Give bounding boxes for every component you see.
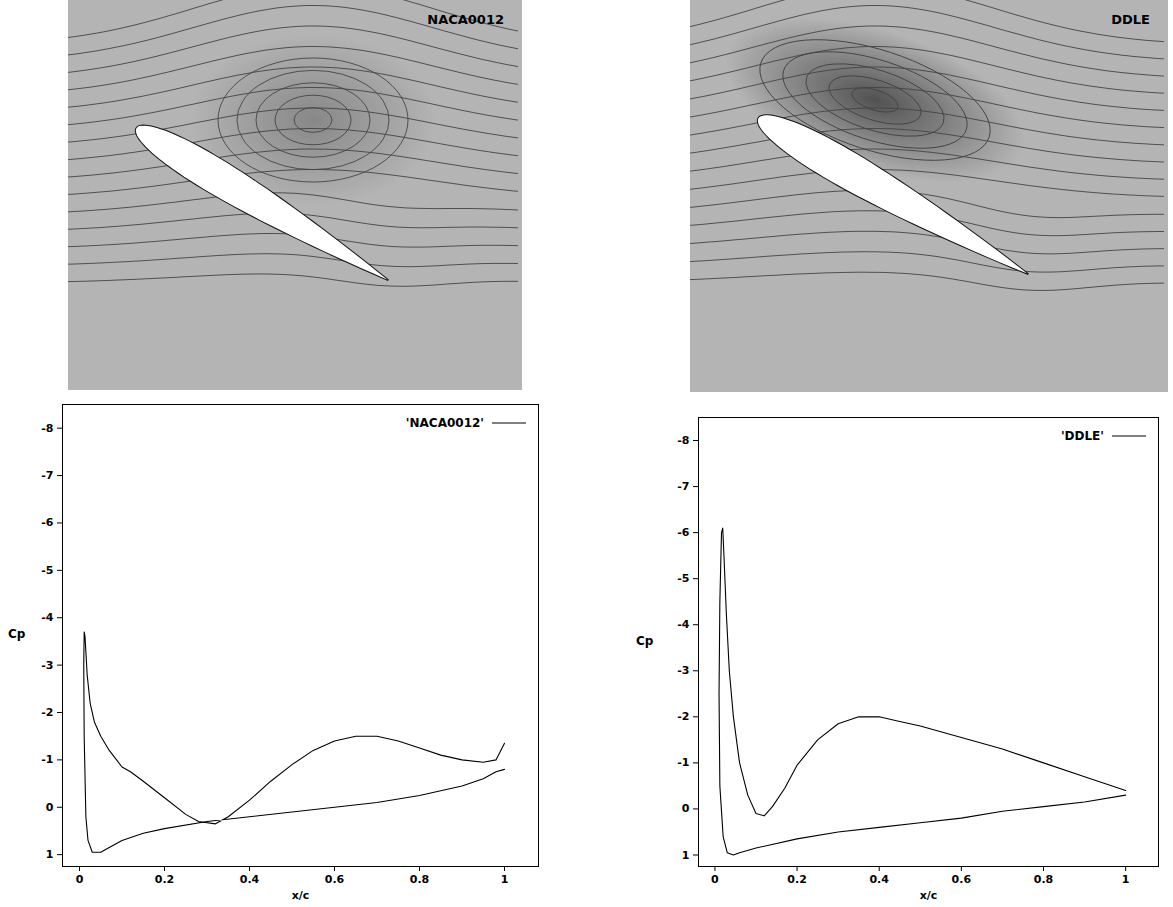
svg-text:-5: -5 [677,572,689,585]
svg-text:-6: -6 [41,516,54,529]
svg-text:-2: -2 [677,710,689,723]
svg-text:-4: -4 [41,611,54,624]
svg-text:-2: -2 [41,706,53,719]
svg-text:-7: -7 [677,480,689,493]
svg-text:0: 0 [46,801,54,814]
svg-text:0.4: 0.4 [869,873,889,886]
svg-text:-8: -8 [41,422,53,435]
svg-text:0.4: 0.4 [240,873,260,886]
svg-text:0.6: 0.6 [952,873,972,886]
svg-text:-3: -3 [677,664,689,677]
svg-text:NACA0012: NACA0012 [427,12,504,27]
svg-text:0.2: 0.2 [155,873,175,886]
svg-text:-5: -5 [41,564,53,577]
svg-text:1: 1 [46,848,54,861]
svg-text:0: 0 [711,873,719,886]
svg-text:0: 0 [682,802,690,815]
svg-text:-4: -4 [677,618,690,631]
svg-text:0: 0 [76,873,84,886]
svg-text:1: 1 [501,873,509,886]
svg-text:-6: -6 [677,526,690,539]
svg-text:-1: -1 [41,753,53,766]
svg-text:-1: -1 [677,756,689,769]
html-text:Cp: Cp [636,633,654,648]
svg-text:-7: -7 [41,469,53,482]
svg-text:0.8: 0.8 [410,873,430,886]
html-text:Cp: Cp [8,627,26,641]
svg-text:x/c: x/c [920,889,938,902]
svg-text:1: 1 [1122,873,1130,886]
html-text:'NACA0012': 'NACA0012' [405,416,484,430]
svg-text:1: 1 [682,849,690,862]
svg-text:-8: -8 [677,434,689,447]
svg-text:0.2: 0.2 [787,873,807,886]
svg-text:DDLE: DDLE [1111,12,1150,27]
svg-text:0.8: 0.8 [1034,873,1054,886]
svg-text:0.6: 0.6 [325,873,345,886]
svg-text:-3: -3 [41,659,53,672]
html-text:'DDLE': 'DDLE' [1060,429,1104,443]
svg-text:x/c: x/c [292,889,310,902]
